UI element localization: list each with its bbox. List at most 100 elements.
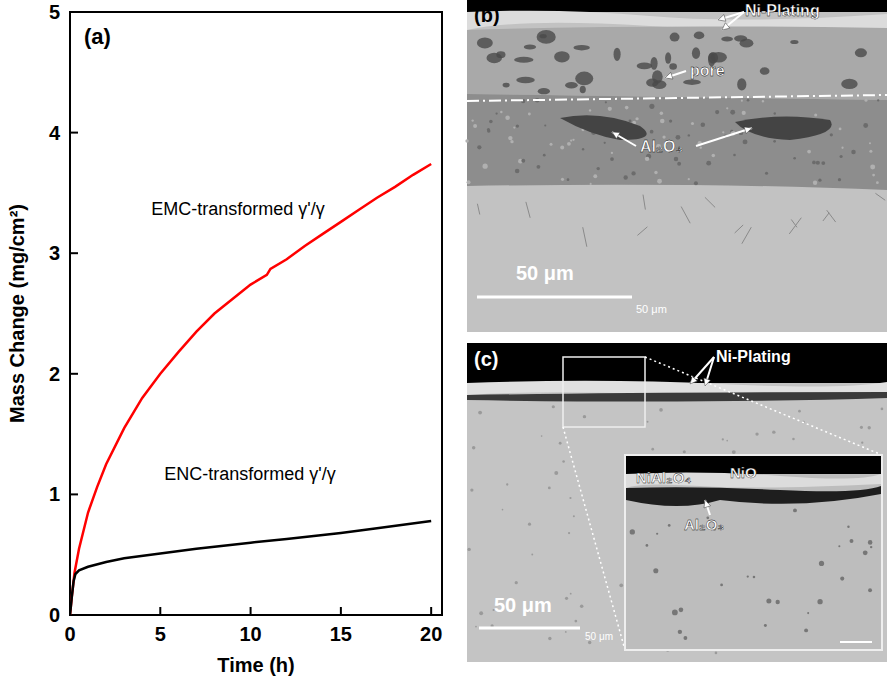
pore: [841, 79, 857, 89]
arrow-head: [690, 376, 697, 384]
pore: [540, 34, 547, 38]
y-tick-label: 1: [49, 483, 60, 505]
grain: [565, 631, 567, 633]
arrow-head: [612, 132, 620, 139]
grain: [541, 435, 543, 437]
grain: [868, 588, 872, 592]
pore: [554, 51, 570, 62]
grain: [567, 142, 571, 146]
y-tick: [70, 493, 78, 495]
y-tick-label: 3: [49, 242, 60, 264]
series-label: ENC-transformed γ'/γ: [164, 464, 335, 484]
pore: [790, 40, 798, 44]
grain: [513, 126, 515, 128]
y-tick-label: 0: [49, 604, 60, 626]
crack: [789, 218, 801, 234]
grain: [753, 576, 756, 579]
grain: [817, 599, 822, 604]
grain: [489, 120, 493, 124]
pore: [855, 48, 867, 57]
grain: [722, 131, 724, 133]
grain: [608, 107, 612, 111]
grain: [653, 568, 658, 573]
series-line: [70, 164, 431, 615]
grain: [531, 554, 533, 556]
grain: [646, 544, 649, 547]
grain: [701, 123, 706, 128]
grain: [475, 626, 477, 628]
grain: [839, 128, 842, 131]
y-tick: [70, 252, 78, 254]
grain: [565, 597, 568, 600]
series-line: [70, 521, 431, 615]
series-label: EMC-transformed γ'/γ: [151, 199, 324, 219]
scale-text: 50 μm: [585, 631, 613, 642]
arrow-head: [718, 15, 726, 22]
grain: [864, 99, 867, 102]
grain: [860, 426, 863, 429]
grain: [669, 119, 672, 122]
grain: [502, 509, 504, 511]
x-tick-label: 15: [330, 623, 352, 645]
pore: [683, 79, 701, 84]
x-tick-label: 5: [155, 623, 166, 645]
grain: [528, 113, 531, 116]
grain: [747, 575, 749, 577]
grain: [870, 165, 875, 170]
scale-bar-label: 50 μm: [494, 594, 552, 616]
pore: [669, 63, 677, 69]
grain: [528, 523, 531, 526]
grain: [807, 612, 809, 614]
inset-label: NiO: [730, 464, 757, 481]
pore: [614, 48, 621, 61]
grain: [678, 630, 682, 634]
x-tick: [250, 607, 252, 615]
grain: [741, 100, 743, 102]
oxide-scale: [467, 392, 887, 402]
crack: [791, 219, 797, 227]
grain: [694, 181, 698, 185]
grain: [838, 178, 841, 181]
grain: [792, 438, 795, 441]
pore: [514, 57, 533, 63]
pore: [580, 86, 586, 94]
x-tick: [159, 607, 161, 615]
zoom-line: [645, 357, 882, 455]
pore: [573, 45, 589, 50]
grain: [876, 181, 879, 184]
micro-label: Al₂O₃: [640, 138, 683, 155]
grain: [467, 548, 470, 551]
grain: [561, 178, 564, 181]
grain: [775, 600, 779, 604]
grain: [611, 152, 613, 154]
grain: [654, 171, 657, 174]
arrow: [612, 132, 636, 146]
inset-label: Al₂O₃: [684, 516, 724, 533]
y-tick: [70, 373, 78, 375]
micro-label: pore: [690, 62, 725, 79]
y-tick-label: 4: [49, 122, 61, 144]
grain: [872, 174, 875, 177]
crack: [681, 207, 690, 224]
grain: [772, 430, 775, 433]
grain: [472, 446, 475, 449]
grain: [465, 139, 468, 142]
pore: [537, 30, 556, 44]
grain: [688, 134, 690, 136]
arrow-head: [704, 500, 711, 508]
grain: [573, 515, 575, 517]
scale-bar: [477, 296, 632, 299]
grain: [821, 161, 825, 165]
panel-label: (c): [474, 348, 498, 370]
grain: [610, 157, 614, 161]
grain: [623, 175, 627, 179]
grain: [762, 100, 764, 102]
pore: [637, 63, 652, 70]
grain: [672, 610, 678, 616]
grain: [660, 119, 665, 124]
grain: [677, 162, 681, 166]
grain: [562, 460, 565, 463]
grain: [793, 508, 797, 512]
grain: [659, 408, 663, 412]
panel-label: (b): [474, 4, 500, 26]
